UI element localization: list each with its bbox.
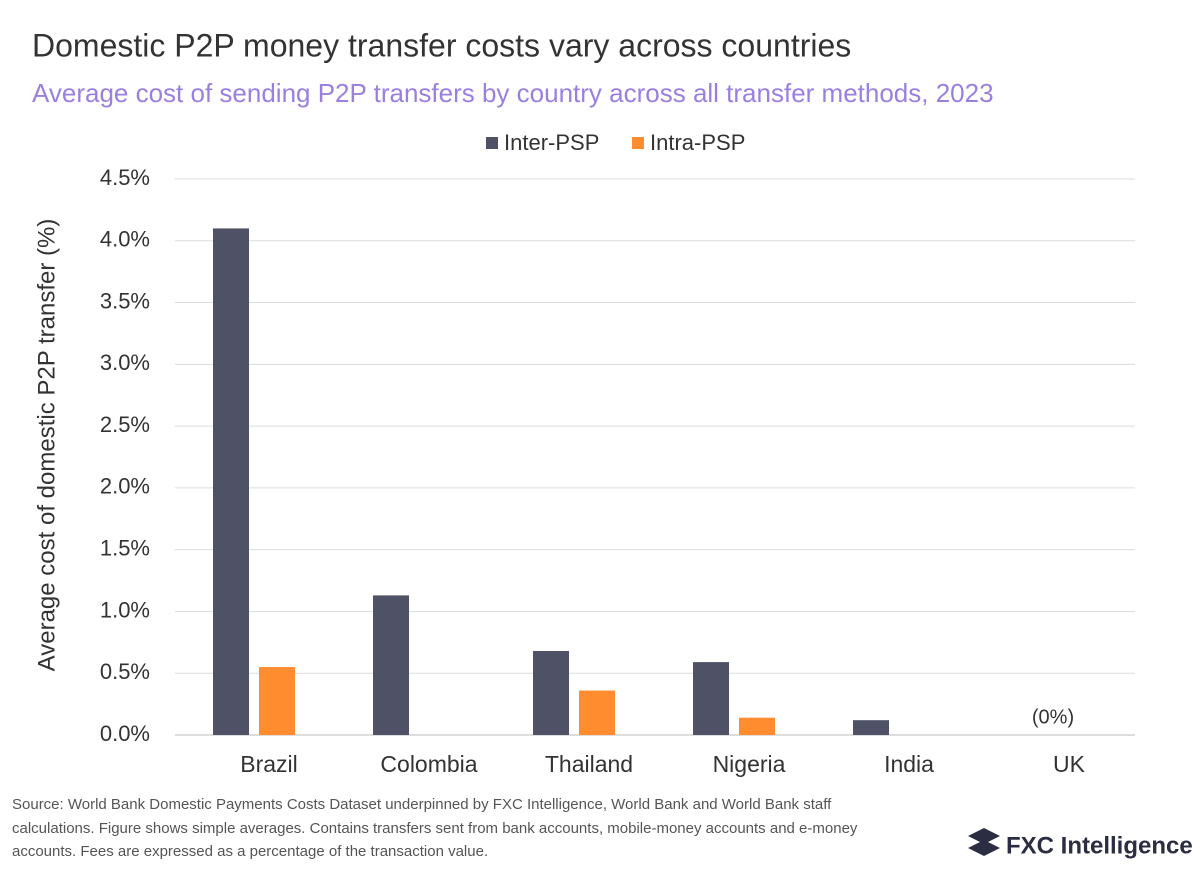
bar xyxy=(739,717,775,735)
y-tick-label: 3.5% xyxy=(100,288,150,313)
y-tick-label: 2.5% xyxy=(100,412,150,437)
legend-swatch xyxy=(486,137,498,149)
x-tick-label: Brazil xyxy=(240,751,298,777)
y-tick-label: 4.5% xyxy=(100,165,150,190)
x-tick-label: India xyxy=(884,751,934,777)
y-tick-label: 0.0% xyxy=(100,721,150,746)
legend-label: Intra-PSP xyxy=(650,130,745,155)
x-tick-label: Thailand xyxy=(545,751,633,777)
chart-title: Domestic P2P money transfer costs vary a… xyxy=(32,27,851,63)
annotation: (0%) xyxy=(1032,706,1074,728)
chart-subtitle: Average cost of sending P2P transfers by… xyxy=(32,78,994,108)
y-tick-label: 1.0% xyxy=(100,597,150,622)
bar xyxy=(579,690,615,735)
legend-swatch xyxy=(632,137,644,149)
x-tick-label: Nigeria xyxy=(713,751,786,777)
source-note: Source: World Bank Domestic Payments Cos… xyxy=(12,796,832,813)
logo-text: FXC Intelligence xyxy=(1006,832,1193,859)
source-note: accounts. Fees are expressed as a percen… xyxy=(12,843,488,860)
y-tick-label: 0.5% xyxy=(100,659,150,684)
y-tick-label: 4.0% xyxy=(100,227,150,252)
x-tick-label: Colombia xyxy=(380,751,477,777)
bar xyxy=(853,720,889,735)
bar xyxy=(373,595,409,735)
y-tick-label: 1.5% xyxy=(100,535,150,560)
legend-label: Inter-PSP xyxy=(504,130,599,155)
source-note: calculations. Figure shows simple averag… xyxy=(12,820,858,837)
logo-icon xyxy=(968,828,1000,856)
bar xyxy=(693,662,729,735)
y-tick-label: 3.0% xyxy=(100,350,150,375)
y-axis-label: Average cost of domestic P2P transfer (%… xyxy=(33,219,60,672)
bar xyxy=(213,228,249,735)
x-tick-label: UK xyxy=(1053,751,1086,777)
bar xyxy=(533,650,569,735)
bar xyxy=(259,667,295,735)
y-tick-label: 2.0% xyxy=(100,474,150,499)
